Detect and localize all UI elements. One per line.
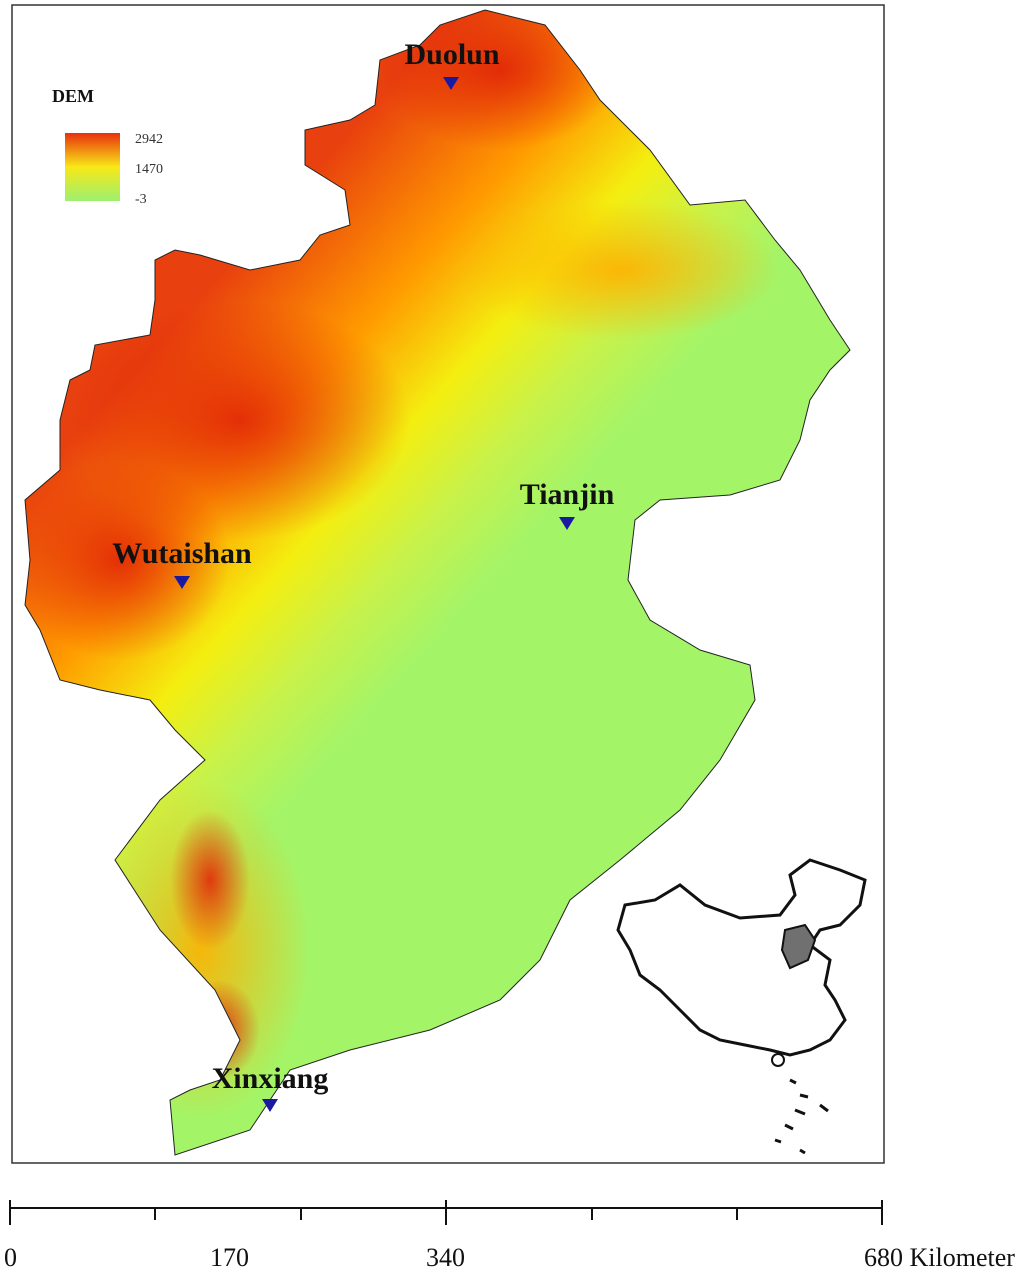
region-outline <box>24 9 851 1156</box>
station-label: Duolun <box>404 38 499 71</box>
legend-label: 1470 <box>135 162 163 177</box>
legend-title: DEM <box>52 86 94 106</box>
china-inset <box>616 858 867 1155</box>
scale-label: 340 <box>426 1243 465 1272</box>
scale-bar <box>9 1200 883 1225</box>
station-label: Wutaishan <box>112 537 252 570</box>
station-label: Tianjin <box>520 478 615 511</box>
scale-label: 170 <box>210 1243 249 1272</box>
station-marker <box>262 1099 278 1112</box>
station-marker <box>559 517 575 530</box>
scale-label: 680 Kilometer <box>864 1243 1015 1272</box>
map-frame <box>11 4 885 1164</box>
scale-label: 0 <box>4 1243 17 1272</box>
station-label: Xinxiang <box>212 1062 329 1095</box>
station-marker <box>174 576 190 589</box>
legend-colorbar <box>65 133 120 201</box>
station-marker <box>443 77 459 90</box>
legend-label: 2942 <box>135 132 163 147</box>
legend-label: -3 <box>135 192 147 207</box>
